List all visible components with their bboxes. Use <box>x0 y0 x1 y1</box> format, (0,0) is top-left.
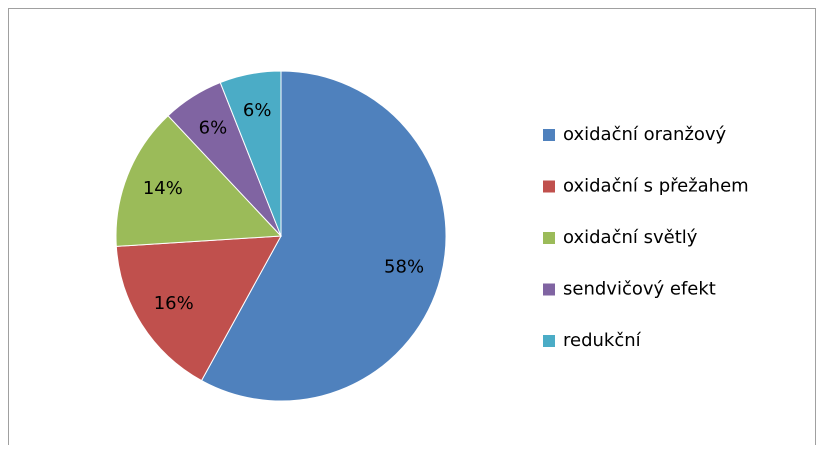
pie-slice <box>219 70 282 237</box>
legend-label: oxidační světlý <box>563 227 698 248</box>
chart-frame <box>8 8 816 445</box>
legend-swatch <box>543 283 555 296</box>
data-label: 58% <box>384 257 424 278</box>
data-label: 6% <box>243 100 272 121</box>
pie-slice <box>115 115 283 247</box>
legend-label: oxidační s přežahem <box>563 176 749 197</box>
data-label: 14% <box>143 178 183 199</box>
pie-slice <box>200 70 447 402</box>
legend-swatch <box>543 129 555 141</box>
legend-swatch <box>543 232 555 244</box>
data-label: 16% <box>154 293 194 314</box>
legend-swatch <box>543 335 555 347</box>
legend-label: oxidační oranžový <box>563 124 727 145</box>
legend-swatch <box>543 180 555 193</box>
legend-label: redukční <box>563 330 642 351</box>
legend-label: sendvičový efekt <box>563 279 716 300</box>
pie-slice <box>115 235 282 382</box>
data-label: 6% <box>199 118 228 139</box>
